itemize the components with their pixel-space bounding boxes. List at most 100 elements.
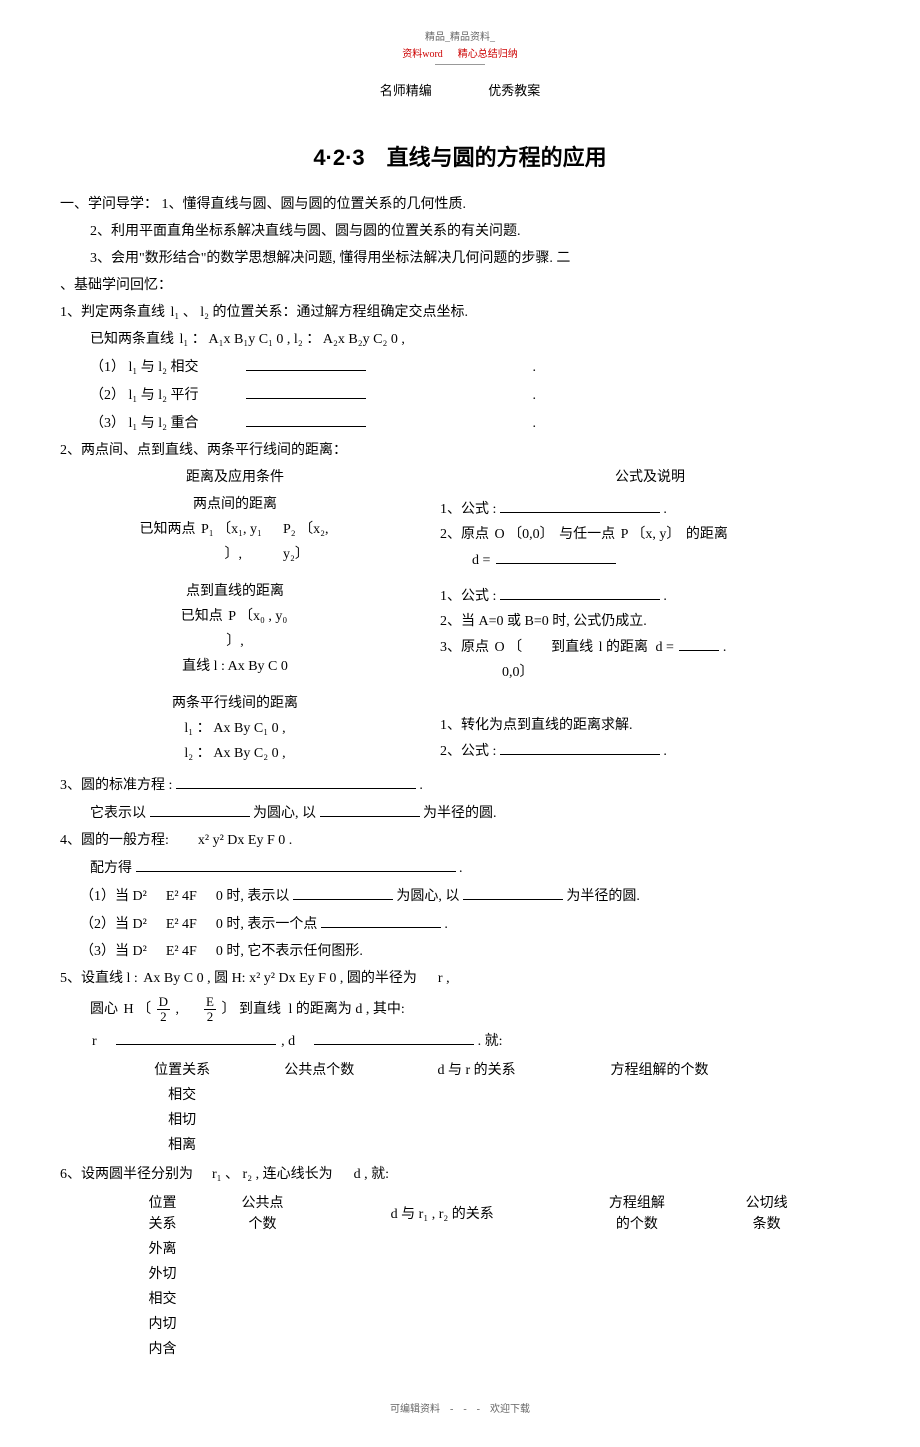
- q3-l2a: 它表示以: [90, 806, 146, 821]
- q3-l2c: 为半径的圆.: [423, 806, 497, 821]
- blank: [246, 356, 366, 371]
- q4-eq: x² y² Dx Ey F 0 .: [198, 833, 292, 848]
- blank: [116, 1030, 276, 1045]
- q2-b3-l3: l₂ ： Ax By C₂ 0 ,: [60, 743, 410, 764]
- q6-r5: 内含: [120, 1337, 205, 1362]
- subheader-right: 优秀教案: [488, 83, 540, 98]
- sec1-i3: 3、会用"数形结合"的数学思想解决问题, 懂得用坐标法解决几何问题的步骤. 二: [60, 248, 860, 269]
- blank: [500, 498, 660, 513]
- q5-l2e: l 的距离为 d , 其中:: [288, 1002, 404, 1017]
- q2-b2-r3g: 0,0〕: [502, 665, 534, 680]
- q4-c1d: 为圆心, 以: [396, 889, 459, 904]
- q2-b1-r1: 1、公式 :: [440, 502, 496, 517]
- q1-known-a: 已知两条直线: [90, 332, 174, 347]
- q2-b1-r2d: P 〔x, y〕: [621, 527, 681, 542]
- q4-c2b: E² 4F: [166, 917, 197, 932]
- q6-stem-c: d , 就:: [354, 1167, 389, 1182]
- q5-th1: 位置关系: [120, 1058, 244, 1083]
- q5-stem-a: 5、设直线 l :: [60, 971, 138, 986]
- q2-b3-r2-end: .: [663, 744, 667, 759]
- q6-th2b: 个数: [211, 1214, 314, 1235]
- page-title: 4·2·3 直线与圆的方程的应用: [60, 141, 860, 174]
- q5-l3a: r: [92, 1034, 97, 1049]
- q5-th3: d 与 r 的关系: [394, 1058, 559, 1083]
- q2-b2-r3e: d =: [656, 640, 674, 655]
- q6-th2a: 公共点: [211, 1193, 314, 1214]
- q4-c3a: （3）当 D²: [80, 944, 147, 959]
- q1-c2: （2） l₁ 与 l₂ 平行: [90, 388, 199, 403]
- q5-th2: 公共点个数: [244, 1058, 394, 1083]
- q6-th3: d 与 r₁ , r₂ 的关系: [320, 1191, 565, 1237]
- q2-stem: 2、两点间、点到直线、两条平行线间的距离：: [60, 440, 860, 461]
- blank: [136, 857, 456, 872]
- blank: [500, 740, 660, 755]
- q5-l2d: 〕 到直线: [221, 1002, 281, 1017]
- q6-th5b: 条数: [715, 1214, 818, 1235]
- q4-l2-end: .: [459, 861, 463, 876]
- q3-stem: 3、圆的标准方程 :: [60, 778, 172, 793]
- q4-c2-end: .: [444, 917, 448, 932]
- q2-b1-l2a: 已知两点: [140, 522, 196, 537]
- page-footer: 可编辑资料 - - - 欢迎下载: [60, 1402, 860, 1417]
- q2-b2-r3a: 3、原点: [440, 640, 489, 655]
- q2-b3-l2: l₁ ： Ax By C₁ 0 ,: [60, 718, 410, 739]
- q3-stem-end: .: [419, 778, 423, 793]
- blank: [150, 802, 250, 817]
- q6-th1a: 位置: [126, 1193, 199, 1214]
- q5-l3c: . 就:: [478, 1034, 503, 1049]
- q5-table: 位置关系 公共点个数 d 与 r 的关系 方程组解的个数 相交 相切 相离: [120, 1058, 760, 1158]
- dot: .: [533, 416, 537, 431]
- q2-b2-r3c: 到直线: [551, 640, 593, 655]
- blank: [320, 802, 420, 817]
- blank: [246, 384, 366, 399]
- frac-D-num: D: [157, 995, 170, 1010]
- q2-b1-r2b: O 〔0,0〕: [495, 527, 554, 542]
- dot: .: [533, 360, 537, 375]
- q5-r3: 相离: [120, 1133, 244, 1158]
- q2-right-header: 公式及说明: [440, 467, 860, 488]
- sec1-i2: 2、利用平面直角坐标系解决直线与圆、圆与圆的位置关系的有关问题.: [60, 221, 860, 242]
- blank: [496, 549, 616, 564]
- blank: [500, 585, 660, 600]
- q4-stem: 4、圆的一般方程:: [60, 833, 169, 848]
- blank: [314, 1030, 474, 1045]
- q1-c3: （3） l₁ 与 l₂ 重合: [90, 416, 199, 431]
- blank: [321, 913, 441, 928]
- q2-b1-r3: d =: [472, 553, 490, 568]
- header-line2-right: 精心总结归纳: [458, 49, 518, 60]
- q2-b1-r1-end: .: [663, 502, 667, 517]
- q6-stem-a: 6、设两圆半径分别为: [60, 1167, 193, 1182]
- q2-b3-r2: 2、公式 :: [440, 744, 496, 759]
- q2-b1-r2c: 与任一点: [559, 527, 615, 542]
- q2-b2-r3b: O 〔: [495, 640, 523, 655]
- q1-stem-b: l₁ 、 l₂ 的位置关系：通过解方程组确定交点坐标.: [171, 305, 469, 320]
- q6-th1b: 关系: [126, 1214, 199, 1235]
- q4-c3c: 0 时, 它不表示任何图形.: [216, 944, 363, 959]
- q6-th5a: 公切线: [715, 1193, 818, 1214]
- q5-stem-c: r ,: [438, 971, 450, 986]
- q2-b2-l3: 直线 l : Ax By C 0: [182, 659, 288, 674]
- q6-r2: 外切: [120, 1262, 205, 1287]
- q2-b2-r3f: .: [723, 640, 727, 655]
- q2-left-header: 距离及应用条件: [60, 467, 410, 488]
- q2-b1-l2b: P₁ 〔x₁, y₁: [201, 522, 262, 537]
- q5-th4: 方程组解的个数: [559, 1058, 760, 1083]
- q4-c2c: 0 时, 表示一个点: [216, 917, 318, 932]
- q6-th4b: 的个数: [571, 1214, 704, 1235]
- frac-D-den: 2: [157, 1010, 170, 1024]
- q2-b1-l2e: y₂〕: [283, 547, 309, 562]
- q2-b1-l1: 两点间的距离: [60, 494, 410, 515]
- sec1-i1: 1、懂得直线与圆、圆与圆的位置关系的几何性质.: [162, 197, 467, 212]
- sec1-label: 一、学问导学：: [60, 197, 158, 212]
- blank: [246, 412, 366, 427]
- header-line1: 精品_精品资料_: [425, 32, 495, 43]
- q2-b2-l1: 点到直线的距离: [60, 581, 410, 602]
- q6-r4: 内切: [120, 1312, 205, 1337]
- q6-table: 位置 关系 公共点 个数 d 与 r₁ , r₂ 的关系 方程组解 的个数 公切…: [120, 1191, 824, 1362]
- q5-r1: 相交: [120, 1083, 244, 1108]
- q4-c1b: E² 4F: [166, 889, 197, 904]
- q6-r1: 外离: [120, 1237, 205, 1262]
- q1-c1: （1） l₁ 与 l₂ 相交: [90, 360, 199, 375]
- dot: .: [533, 388, 537, 403]
- frac-E-den: 2: [204, 1010, 216, 1024]
